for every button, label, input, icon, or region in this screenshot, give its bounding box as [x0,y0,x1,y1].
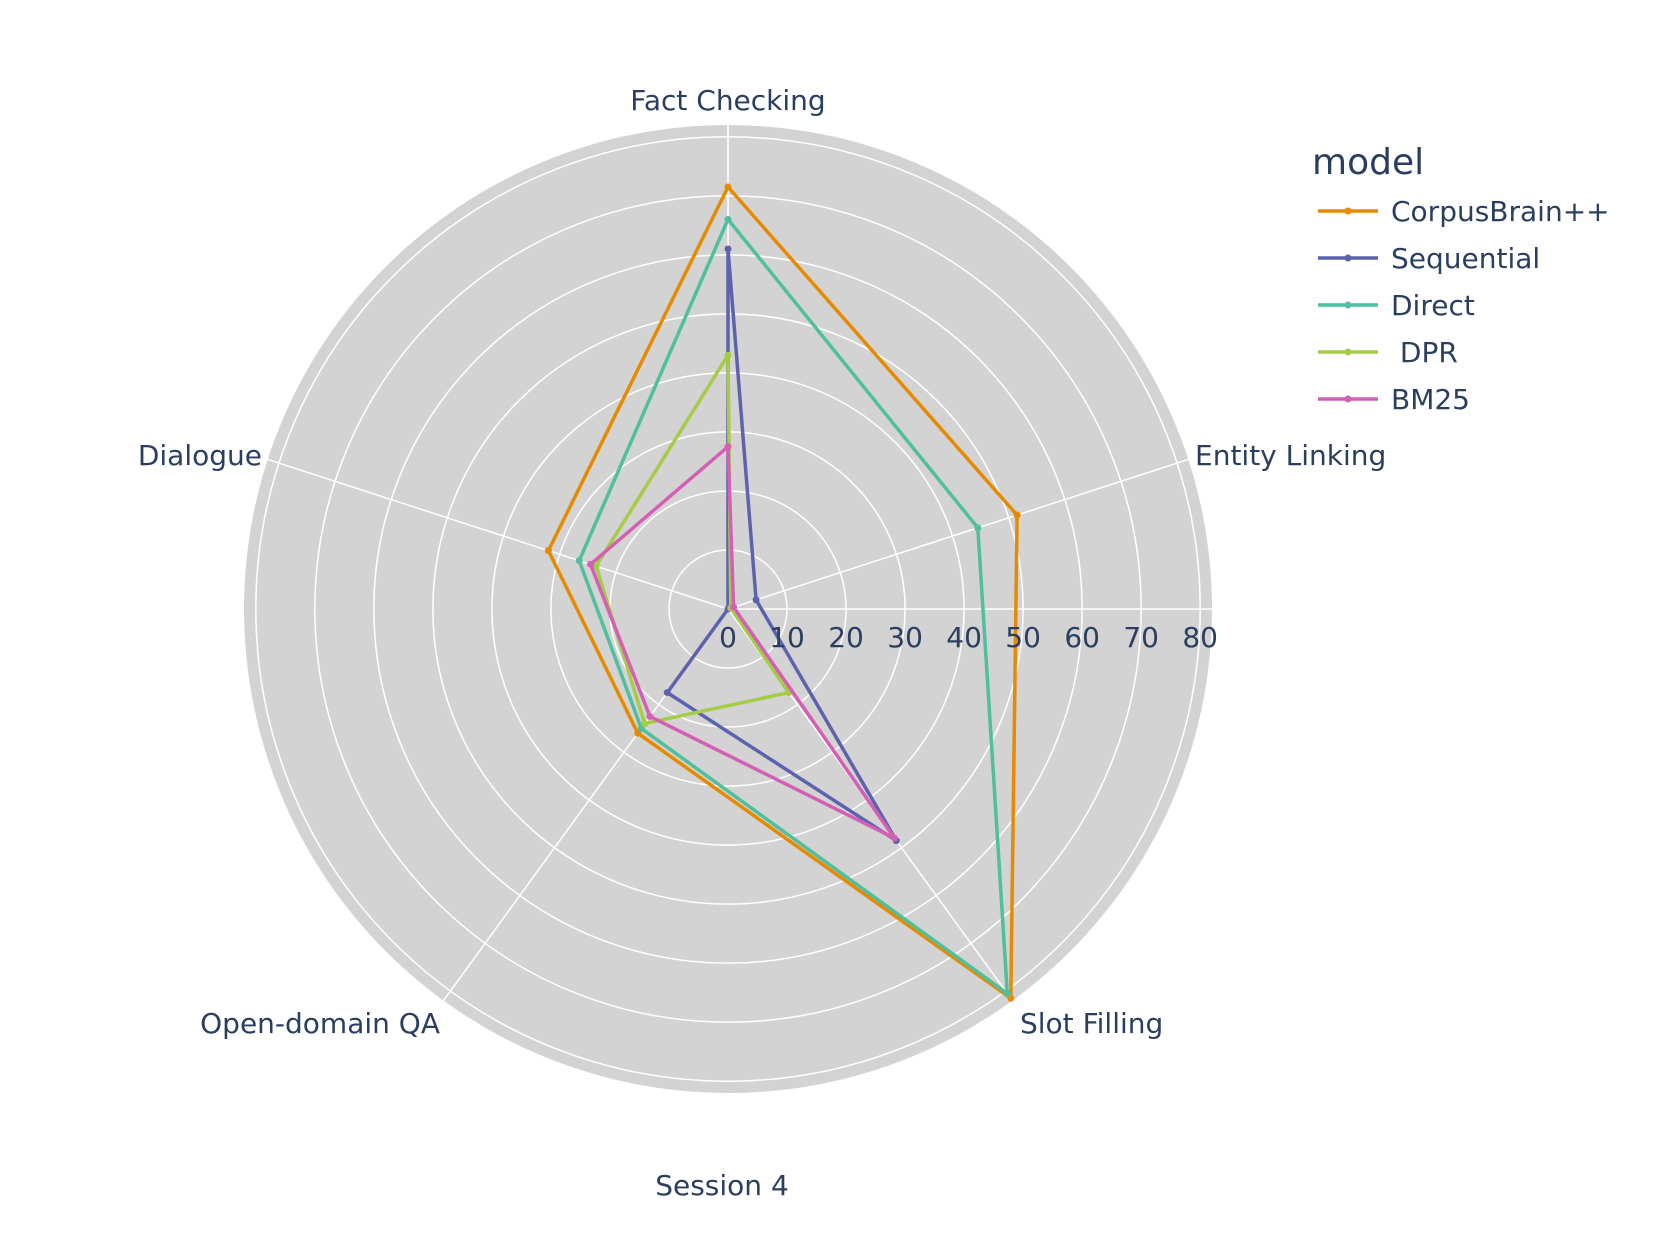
legend-label: Direct [1391,289,1475,322]
spoke-line [727,458,1189,610]
legend-marker [1344,301,1352,309]
axis-label: Entity Linking [1195,439,1386,472]
legend-label: CorpusBrain++ [1391,195,1610,228]
radial-tick-label: 0 [719,621,737,654]
legend-item[interactable]: BM25 [1318,383,1470,416]
radial-tick-label: 10 [769,621,805,654]
legend-label: DPR [1391,336,1458,369]
legend-label: Sequential [1391,242,1540,275]
legend-item[interactable]: CorpusBrain++ [1318,195,1610,228]
data-point [646,712,654,720]
legend-label: BM25 [1391,383,1470,416]
data-point [586,560,594,568]
data-point [974,524,982,532]
series-layer [544,183,1021,1002]
series-4 [586,443,899,842]
data-point [730,603,738,611]
series-line [594,353,791,726]
radial-tick-labels: 0 10 20 30 40 50 60 70 80 [719,621,1218,654]
legend-marker [1344,254,1352,262]
data-point [1013,511,1021,519]
axis-label: Fact Checking [630,84,825,117]
series-line [665,247,899,843]
data-point [575,557,583,565]
series-2 [575,215,1011,997]
data-point [544,547,552,555]
data-point [724,245,732,253]
data-point [1003,989,1011,997]
series-1 [663,245,900,845]
radial-tick-label: 20 [828,621,864,654]
angular-axis-labels: Fact Checking Entity Linking Slot Filling O… [138,84,1386,1040]
chart-caption: Session 4 [655,1169,789,1202]
legend-marker [1344,348,1352,356]
spoke-line [267,458,729,610]
radial-tick-label: 30 [887,621,923,654]
radial-tick-label: 40 [946,621,982,654]
legend-item[interactable]: Direct [1318,289,1475,322]
series-line [588,444,897,840]
data-point [663,689,671,697]
legend-title: model [1312,142,1424,183]
data-point [891,834,899,842]
data-point [752,596,760,604]
axis-label: Slot Filling [1020,1007,1163,1040]
radial-tick-label: 80 [1182,621,1218,654]
data-point [724,351,732,359]
legend: model CorpusBrain++ Sequential Direct DPR B… [1312,142,1610,416]
series-line [546,185,1019,1000]
legend-item[interactable]: Sequential [1318,242,1540,275]
data-point [641,720,649,728]
series-line [577,217,1010,996]
data-point [592,562,600,570]
data-point [724,183,732,191]
legend-marker [1344,207,1352,215]
radial-tick-label: 60 [1064,621,1100,654]
legend-item[interactable]: DPR [1318,336,1458,369]
data-point [724,215,732,223]
radial-tick-label: 50 [1005,621,1041,654]
axis-label: Open-domain QA [200,1007,440,1040]
axis-label: Dialogue [138,439,262,472]
legend-marker [1344,395,1352,403]
radial-tick-label: 70 [1123,621,1159,654]
data-point [724,443,732,451]
